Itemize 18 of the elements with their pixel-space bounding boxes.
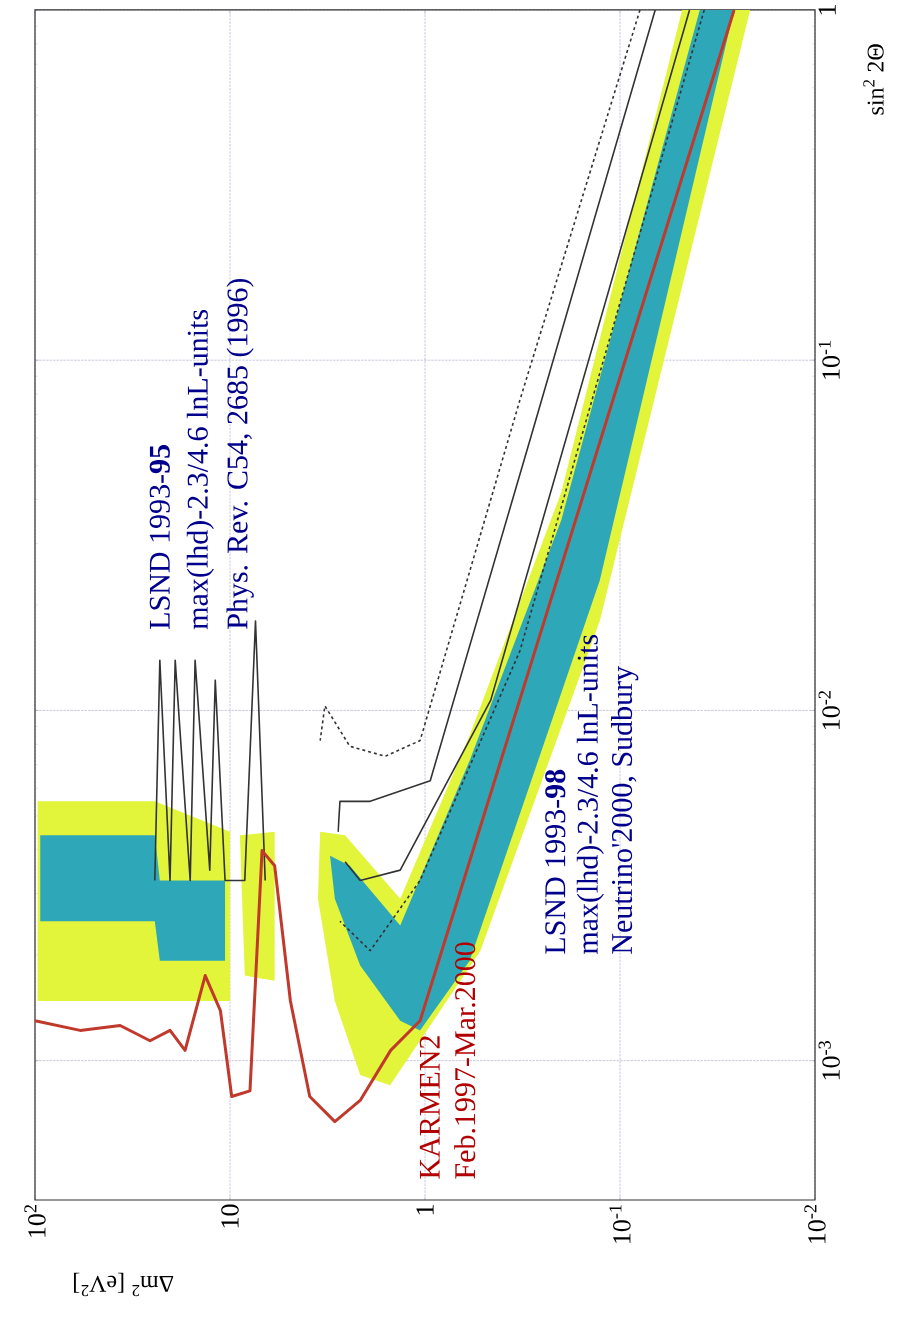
- y-tick-label: 10$^{-2}$: [818, 691, 840, 729]
- annotation: max(lhd)-2.3/4.6 lnL-units: [576, 634, 604, 955]
- annotation: Neutrino'2000, Sudbury: [611, 666, 639, 954]
- y-tick-label: 10$^{-3}$: [818, 1041, 840, 1080]
- x-tick-label: 1: [416, 1205, 434, 1215]
- annotation: Phys. Rev. C54, 2685 (1996): [226, 278, 254, 629]
- annotation: LSND 1993-95: [149, 445, 170, 629]
- annotation: max(lhd)-2.3/4.6 lnL-units: [186, 310, 214, 630]
- y-tick-label: 1: [818, 5, 836, 15]
- x-tick-label: 10$^{2}$: [24, 1205, 46, 1237]
- x-axis-title: Δm$^{2}$ [eV$^{2}$]: [73, 1272, 174, 1297]
- annotation: Feb.1997-Mar.2000: [454, 942, 476, 1179]
- y-axis-title: sin$^{2}$ 2Θ: [863, 44, 884, 115]
- y-tick-label: 10$^{-1}$: [818, 340, 840, 379]
- annotation: LSND 1993-98: [545, 769, 566, 954]
- x-tick-label: 10$^{-1}$: [609, 1205, 631, 1243]
- annotation: KARMEN2: [419, 1036, 440, 1179]
- x-tick-label: 10: [221, 1204, 239, 1228]
